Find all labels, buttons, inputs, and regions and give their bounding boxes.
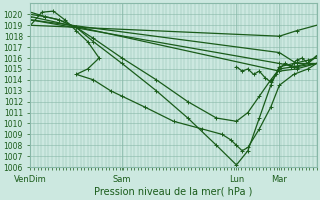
- X-axis label: Pression niveau de la mer( hPa ): Pression niveau de la mer( hPa ): [94, 187, 253, 197]
